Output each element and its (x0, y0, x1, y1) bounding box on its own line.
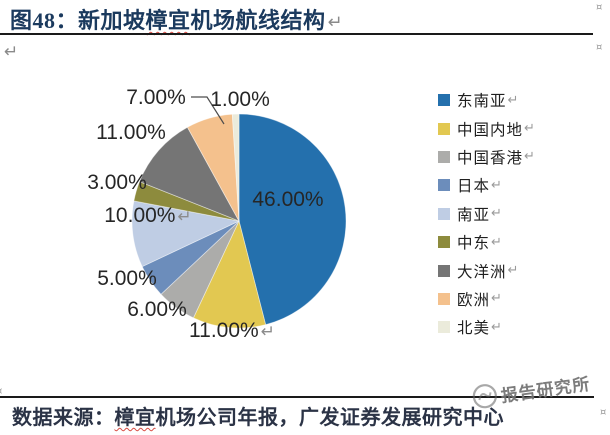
legend-swatch-icon (438, 321, 450, 334)
pie-value-label-中国内地: 11.00% ↵ (189, 319, 275, 342)
legend-label: 欧洲 (457, 291, 491, 309)
paragraph-mark-icon: ↵ (507, 263, 519, 279)
legend-item-大洋洲: 大洋洲 ↵ (438, 256, 535, 284)
legend-swatch-icon (438, 179, 450, 192)
legend-item-北美: 北美 ↵ (438, 313, 535, 341)
header-divider (0, 33, 593, 35)
cell-end-mark-icon: ¤ (596, 2, 603, 13)
pie-value-label-南亚: 10.00% ↵ (104, 204, 191, 227)
legend-label: 中东 (457, 235, 491, 253)
pie-value-label-中国香港: 6.00% (127, 298, 187, 321)
legend-swatch-icon (438, 236, 450, 249)
figure-title-spellchecked-word: 樟宜 (145, 8, 191, 33)
paragraph-mark-icon: ↵ (524, 121, 535, 137)
legend-swatch-icon (438, 94, 450, 107)
source-pre: 数据来源： (12, 407, 115, 429)
legend-swatch-icon (438, 207, 450, 220)
legend-label: 南亚 (457, 206, 491, 224)
pie-chart-svg: 46.00% 11.00% ↵6.00% 5.00% 10.00% ↵ 3.00% 11.00… (87, 86, 347, 342)
pie-slice-中国内地 (192, 219, 267, 329)
legend-label: 北美 (457, 320, 491, 338)
footer-divider (0, 396, 594, 398)
pie-slice-大洋洲 (138, 126, 240, 222)
legend-item-东南亚: 东南亚 ↵ (438, 86, 535, 114)
legend-item-南亚: 南亚 ↵ (438, 200, 535, 228)
legend-item-中国香港: 中国香港 ↵ (438, 143, 535, 171)
legend-swatch-icon (438, 292, 450, 305)
paragraph-mark-icon: ↵ (491, 319, 502, 335)
legend-swatch-icon (438, 264, 450, 277)
legend-label: 大洋洲 (457, 263, 507, 281)
pie-slice-北美 (231, 113, 240, 222)
legend-label: 日本 (457, 178, 491, 196)
cell-end-mark-icon: ¤ (0, 386, 2, 397)
legend-label: 中国香港 (457, 149, 524, 167)
figure-title: 图48：新加坡樟宜机场航线结构 ↵ (10, 3, 343, 35)
pie-slice-东南亚 (238, 113, 347, 326)
watermark: 报告研究所 (470, 369, 591, 411)
paragraph-mark-icon: ↵ (491, 234, 502, 250)
source-spellchecked-word: 樟宜 (114, 407, 156, 429)
paragraph-mark-icon: ↵ (4, 42, 19, 62)
legend-label: 东南亚 (457, 93, 507, 111)
legend: 东南亚 ↵ 中国内地 ↵ 中国香港 ↵ 日本 ↵ 南亚 ↵ 中东 ↵ 大洋洲 ↵ 欧洲 ↵ 北美 ↵ (438, 86, 535, 342)
watermark-logo-icon (472, 384, 497, 409)
watermark-text: 报告研究所 (499, 374, 592, 406)
legend-swatch-icon (438, 122, 450, 135)
pie-value-label-日本: 5.00% (97, 267, 157, 290)
paragraph-mark-icon: ↵ (491, 177, 502, 193)
figure-title-pre: 图48：新加坡 (10, 8, 146, 33)
figure-title-post: 机场航线结构 (190, 8, 326, 33)
pie-value-label-东南亚: 46.00% (252, 188, 323, 211)
legend-item-欧洲: 欧洲 ↵ (438, 285, 535, 313)
label-leader-line (191, 96, 225, 125)
legend-swatch-icon (438, 150, 450, 163)
legend-label: 中国内地 (457, 121, 524, 139)
cell-end-mark-icon: ¤ (600, 407, 607, 418)
legend-item-中国内地: 中国内地 ↵ (438, 114, 535, 142)
data-source-line: 数据来源：樟宜机场公司年报，广发证券发展研究中心 (12, 401, 504, 430)
pie-value-label-中东: 3.00% (87, 171, 147, 194)
source-post: 机场公司年报，广发证券发展研究中心 (155, 407, 504, 429)
paragraph-mark-icon: ↵ (327, 12, 344, 33)
pie-value-label-大洋洲: 11.00% (96, 121, 166, 144)
cell-end-mark-icon: ¤ (596, 42, 603, 53)
legend-item-日本: 日本 ↵ (438, 171, 535, 199)
pie-value-label-北美: 1.00% (210, 88, 270, 111)
paragraph-mark-icon: ↵ (524, 149, 535, 165)
legend-item-中东: 中东 ↵ (438, 228, 535, 256)
paragraph-mark-icon: ↵ (491, 206, 502, 222)
paragraph-mark-icon: ↵ (491, 291, 502, 307)
pie-value-label-欧洲: 7.00% (126, 86, 186, 109)
paragraph-mark-icon: ↵ (507, 92, 519, 108)
